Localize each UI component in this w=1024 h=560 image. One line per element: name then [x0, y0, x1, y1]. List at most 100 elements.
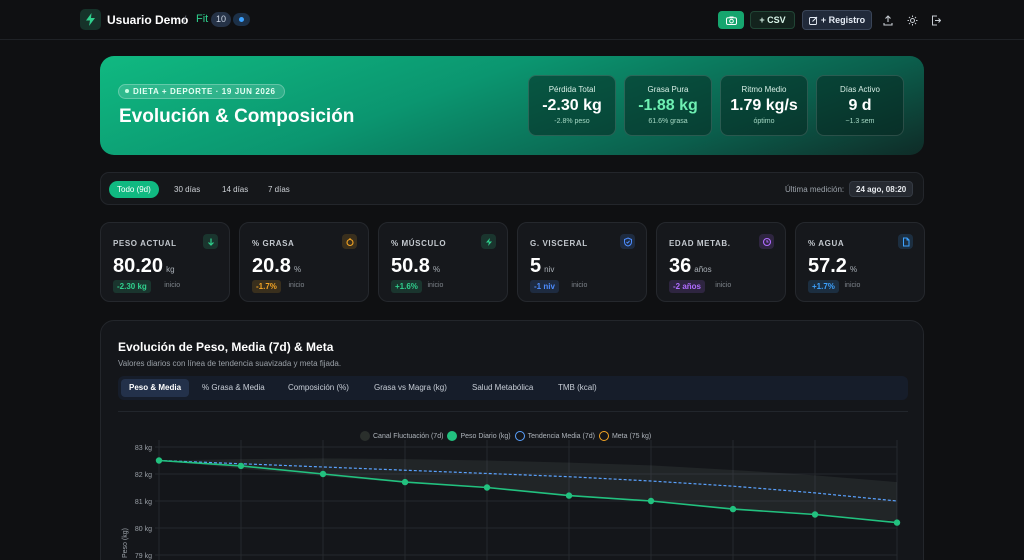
metric-unit: niv: [544, 265, 555, 274]
section-name[interactable]: Fit: [196, 13, 209, 25]
clock-icon: [759, 234, 774, 249]
metric-since: inicio: [288, 282, 305, 289]
legend-trend[interactable]: Tendencia Media (7d): [527, 432, 595, 440]
chart-title: Evolución de Peso, Media (7d) & Meta: [118, 340, 334, 354]
metric-since: inicio: [715, 282, 732, 289]
metric-card[interactable]: % GRASA 20.8% -1.7% inicio: [239, 222, 369, 302]
filter-7-days[interactable]: 7 días: [268, 185, 290, 194]
metric-card[interactable]: EDAD METAB. 36 años -2 años inicio: [656, 222, 786, 302]
tab-metabolic-health[interactable]: Salud Metabólica: [472, 383, 534, 392]
stat-sub: óptimo: [753, 118, 775, 125]
metric-since: inicio: [427, 282, 444, 289]
tab-composition[interactable]: Composición (%): [288, 383, 349, 392]
metric-delta-badge: -2 años: [669, 280, 706, 293]
legend-trend-marker: [514, 431, 525, 441]
daily-weight-point[interactable]: [647, 497, 655, 505]
stat-sub: -2.8% peso: [554, 118, 590, 125]
daily-weight-point[interactable]: [237, 462, 245, 470]
daily-weight-point[interactable]: [155, 457, 163, 464]
tab-weight-avg[interactable]: Peso & Media: [121, 379, 190, 397]
y-tick-label: 83 kg: [135, 445, 152, 452]
y-tick-label: 79 kg: [135, 553, 152, 560]
stat-sub: ~1.3 sem: [845, 118, 875, 125]
y-tick-label: 82 kg: [135, 472, 152, 479]
top-bar: Usuario Demo / Fit 10 + CSV + Registro: [0, 0, 1024, 40]
daily-weight-point[interactable]: [319, 470, 327, 478]
daily-weight-point[interactable]: [483, 484, 491, 491]
trend-line: [158, 459, 898, 502]
logout-icon[interactable]: [929, 12, 943, 28]
metric-card[interactable]: % MÚSCULO 50.8% +1.6% inicio: [378, 222, 508, 302]
legend-channel-marker: [360, 431, 370, 441]
filter-14-days[interactable]: 14 días: [222, 185, 249, 194]
shield-icon: [620, 234, 635, 249]
metric-value: 57.2%: [808, 255, 857, 278]
last-measurement-label: Última medición:: [785, 185, 845, 194]
daily-weight-point[interactable]: [893, 519, 901, 526]
divider: [118, 411, 908, 412]
legend-channel[interactable]: Canal Fluctuación (7d): [373, 432, 444, 440]
metric-value: 50.8%: [391, 255, 440, 278]
hero-stat-active-days: Días Activo 9 d ~1.3 sem: [816, 75, 904, 136]
camera-button[interactable]: [718, 11, 744, 29]
stat-label: Ritmo Medio: [741, 85, 787, 94]
stat-label: Días Activo: [839, 85, 880, 94]
tab-fat-vs-lean[interactable]: Grasa vs Magra (kg): [374, 383, 447, 392]
sun-icon[interactable]: [905, 12, 919, 28]
arrow-down-icon: [203, 234, 218, 249]
daily-weight-point[interactable]: [565, 492, 573, 499]
stat-label: Grasa Pura: [647, 85, 689, 94]
upload-icon[interactable]: [881, 12, 895, 28]
legend-daily-marker: [447, 431, 458, 441]
date-filter-bar: Todo (9d) 30 días 14 días 7 días Última …: [100, 172, 924, 205]
metric-delta-badge: -1 niv: [530, 280, 559, 293]
daily-weight-point[interactable]: [401, 478, 409, 486]
camera-icon: [725, 16, 737, 25]
metric-card[interactable]: % AGUA 57.2% +1.7% inicio: [795, 222, 925, 302]
breadcrumb-separator: /: [183, 13, 187, 27]
daily-weight-line: [158, 459, 898, 524]
metric-number: 36: [669, 255, 692, 277]
legend-goal[interactable]: Meta (75 kg): [611, 432, 652, 440]
hero-stat-total-loss: Pérdida Total -2.30 kg -2.8% peso: [528, 75, 616, 136]
metric-unit: kg: [166, 265, 175, 274]
metric-since: inicio: [844, 282, 861, 289]
metric-value: 36 años: [669, 255, 712, 278]
tab-fat-avg[interactable]: % Grasa & Media: [202, 383, 265, 392]
chart-legend: Canal Fluctuación (7d) Peso Diario (kg) …: [360, 431, 651, 441]
status-dot-icon: [233, 13, 250, 26]
metric-delta-badge: -1.7%: [252, 280, 281, 293]
y-tick-label: 81 kg: [135, 499, 152, 506]
metric-label: PESO ACTUAL: [113, 239, 177, 248]
filter-30-days[interactable]: 30 días: [174, 185, 201, 194]
daily-weight-point[interactable]: [811, 511, 819, 518]
filter-all[interactable]: Todo (9d): [109, 181, 159, 198]
tab-bmr[interactable]: TMB (kcal): [558, 383, 597, 392]
metric-number: 50.8: [391, 255, 430, 277]
metric-number: 57.2: [808, 255, 847, 277]
metric-card[interactable]: G. VISCERAL 5 niv -1 niv inicio: [517, 222, 647, 302]
stat-value: -2.30 kg: [542, 97, 602, 114]
y-tick-label: 80 kg: [135, 526, 152, 533]
stat-label: Pérdida Total: [548, 85, 596, 94]
bolt-logo-icon[interactable]: [80, 9, 101, 30]
chart-tabs: Peso & Media % Grasa & Media Composición…: [118, 376, 908, 400]
hero-title: Evolución & Composición: [119, 106, 355, 127]
weight-chart: 83 kg 82 kg 81 kg 80 kg 79 kg Peso (kg): [122, 440, 901, 560]
metric-delta-badge: +1.6%: [391, 280, 422, 293]
metric-unit: %: [849, 265, 858, 274]
flame-icon: [342, 234, 357, 249]
bolt-icon: [481, 234, 496, 249]
hero-banner: DIETA + DEPORTE · 19 JUN 2026 Evolución …: [100, 56, 924, 155]
add-record-button[interactable]: + Registro: [802, 10, 872, 30]
metric-delta-badge: -2.30 kg: [113, 280, 151, 293]
add-csv-button[interactable]: + CSV: [750, 11, 795, 29]
metric-card[interactable]: PESO ACTUAL 80.20 kg -2.30 kg inicio: [100, 222, 230, 302]
hero-tag: DIETA + DEPORTE · 19 JUN 2026: [118, 84, 285, 99]
daily-weight-point[interactable]: [729, 505, 737, 513]
metric-label: EDAD METAB.: [669, 239, 731, 248]
metric-value: 80.20 kg: [113, 255, 175, 278]
legend-daily-weight[interactable]: Peso Diario (kg): [460, 432, 511, 440]
chart-subtitle: Valores diarios con línea de tendencia s…: [118, 359, 342, 368]
hero-stat-avg-rate: Ritmo Medio 1.79 kg/s óptimo: [720, 75, 808, 136]
